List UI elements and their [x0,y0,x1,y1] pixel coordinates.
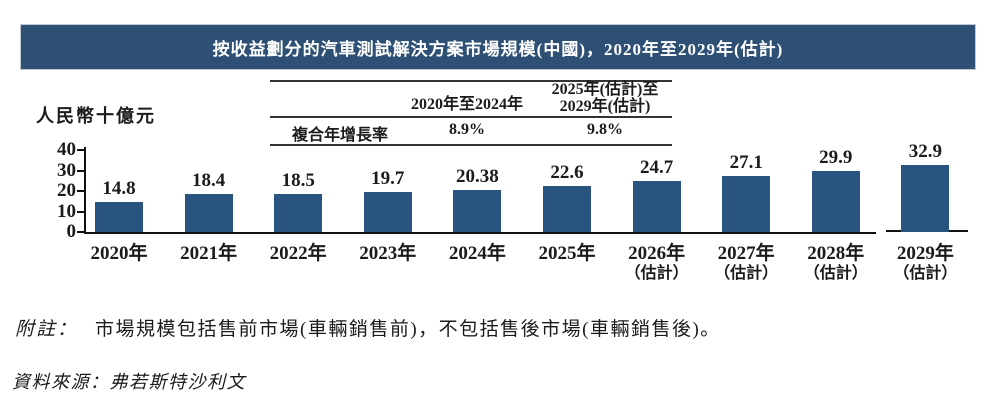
y-tick-mark [77,231,84,233]
x-category-label: 2022年 [269,243,327,264]
y-tick-mark [77,149,84,151]
y-tick-mark [77,190,84,192]
bar [901,165,950,232]
cagr-value-2020-2024: 8.9% [449,121,485,138]
x-axis [84,232,876,234]
bar-value-label: 14.8 [102,178,136,199]
bar [274,194,323,232]
cagr-table-bottom-rule [270,144,672,146]
bar [184,194,233,232]
y-tick-label: 10 [57,200,76,222]
cagr-col-header-2025-2029: 2025年(估計)至 2029年(估計) [551,81,659,115]
bar-value-label: 18.4 [191,170,226,191]
source-line: 資料來源：弗若斯特沙利文 [12,372,246,392]
x-category-label: 2020年 [90,243,148,264]
footnote-text: 市場規模包括售前市場(車輛銷售前)，不包括售後市場(車輛銷售後)。 [95,319,721,340]
y-tick-label: 30 [57,159,76,181]
bar [632,181,681,232]
x-category-sublabel: （估計） [893,265,958,282]
bar [722,176,771,232]
bar-value-label: 24.7 [639,157,674,178]
chart-title-bar: 按收益劃分的汽車測試解決方案市場規模(中國)，2020年至2029年(估計) [20,24,976,70]
x-category-label: 2028年 [807,243,865,264]
y-tick-mark [77,169,84,172]
cagr-row-label: 複合年增長率 [292,127,389,144]
y-axis [84,147,86,234]
bar-value-label: 29.9 [819,147,853,168]
bar [543,186,591,232]
x-category-label: 2026年 [628,243,686,264]
cagr-col-header-2020-2024: 2020年至2024年 [410,96,523,113]
footnote-label: 附註： [15,319,79,340]
bar-value-label: 32.9 [908,141,943,162]
x-category-label: 2024年 [448,243,506,264]
chart-title: 按收益劃分的汽車測試解決方案市場規模(中國)，2020年至2029年(估計) [212,39,784,59]
cagr-value-2025-2029: 9.8% [587,121,623,138]
y-tick-label: 20 [57,180,76,201]
y-tick-mark [77,210,84,213]
bar-value-label: 27.1 [729,152,763,173]
x-category-label: 2027年 [717,243,775,264]
cagr-table-mid-rule [270,116,672,118]
x-category-label: 2021年 [180,243,238,264]
bar [811,171,860,232]
bar-value-label: 19.7 [371,168,405,189]
y-axis-unit-label: 人民幣十億元 [36,106,156,126]
cagr-table-top-rule [270,80,672,82]
y-tick-label: 0 [66,221,77,242]
bar-value-label: 22.6 [550,162,584,183]
x-category-sublabel: （估計） [803,265,868,282]
x-category-label: 2025年 [538,243,596,264]
x-category-label: 2029年 [896,243,954,264]
bar-value-label: 18.5 [281,170,315,191]
x-category-label: 2023年 [359,243,417,264]
bar [363,192,412,232]
x-category-sublabel: （估計） [714,265,779,282]
x-category-sublabel: （估計） [624,265,689,282]
bar [453,190,502,232]
y-tick-label: 40 [57,139,76,160]
bar [95,202,143,232]
bar-value-label: 20.38 [456,166,499,187]
